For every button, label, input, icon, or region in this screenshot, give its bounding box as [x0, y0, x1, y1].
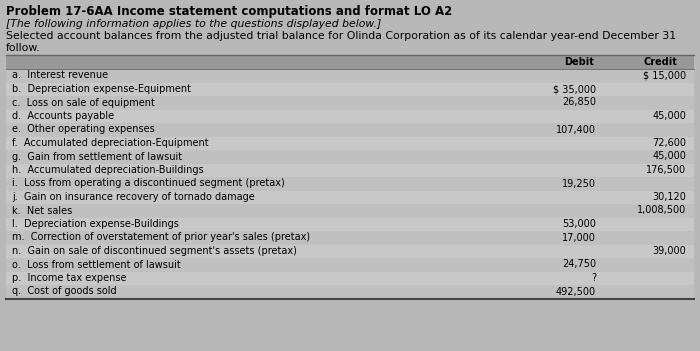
Text: 107,400: 107,400 — [556, 125, 596, 134]
Text: h.  Accumulated depreciation-Buildings: h. Accumulated depreciation-Buildings — [12, 165, 204, 175]
FancyBboxPatch shape — [6, 150, 694, 164]
Text: 26,850: 26,850 — [562, 98, 596, 107]
Text: l.  Depreciation expense-Buildings: l. Depreciation expense-Buildings — [12, 219, 179, 229]
Text: p.  Income tax expense: p. Income tax expense — [12, 273, 127, 283]
FancyBboxPatch shape — [6, 231, 694, 245]
Text: o.  Loss from settlement of lawsuit: o. Loss from settlement of lawsuit — [12, 259, 181, 270]
Text: 19,250: 19,250 — [562, 179, 596, 188]
Text: ?: ? — [591, 273, 596, 283]
Text: 53,000: 53,000 — [562, 219, 596, 229]
Text: $ 35,000: $ 35,000 — [553, 84, 596, 94]
FancyBboxPatch shape — [6, 164, 694, 177]
Text: 176,500: 176,500 — [646, 165, 686, 175]
Text: i.  Loss from operating a discontinued segment (pretax): i. Loss from operating a discontinued se… — [12, 179, 285, 188]
Text: f.  Accumulated depreciation-Equipment: f. Accumulated depreciation-Equipment — [12, 138, 209, 148]
FancyBboxPatch shape — [6, 285, 694, 298]
Text: 1,008,500: 1,008,500 — [637, 205, 686, 216]
Text: $ 15,000: $ 15,000 — [643, 71, 686, 80]
Text: Problem 17-6AA Income statement computations and format LO A2: Problem 17-6AA Income statement computat… — [6, 5, 452, 18]
Text: 17,000: 17,000 — [562, 232, 596, 243]
FancyBboxPatch shape — [6, 123, 694, 137]
Text: [The following information applies to the questions displayed below.]: [The following information applies to th… — [6, 19, 382, 29]
Text: 492,500: 492,500 — [556, 286, 596, 297]
Text: Debit: Debit — [564, 57, 594, 67]
Text: 45,000: 45,000 — [652, 152, 686, 161]
FancyBboxPatch shape — [6, 218, 694, 231]
Text: 45,000: 45,000 — [652, 111, 686, 121]
FancyBboxPatch shape — [6, 258, 694, 272]
FancyBboxPatch shape — [6, 245, 694, 258]
Text: follow.: follow. — [6, 43, 41, 53]
Text: k.  Net sales: k. Net sales — [12, 205, 72, 216]
FancyBboxPatch shape — [6, 272, 694, 285]
Text: e.  Other operating expenses: e. Other operating expenses — [12, 125, 155, 134]
Text: m.  Correction of overstatement of prior year's sales (pretax): m. Correction of overstatement of prior … — [12, 232, 310, 243]
FancyBboxPatch shape — [6, 82, 694, 96]
FancyBboxPatch shape — [6, 55, 694, 298]
FancyBboxPatch shape — [6, 137, 694, 150]
Text: g.  Gain from settlement of lawsuit: g. Gain from settlement of lawsuit — [12, 152, 182, 161]
Text: q.  Cost of goods sold: q. Cost of goods sold — [12, 286, 117, 297]
Text: 30,120: 30,120 — [652, 192, 686, 202]
Text: c.  Loss on sale of equipment: c. Loss on sale of equipment — [12, 98, 155, 107]
Text: j.  Gain on insurance recovery of tornado damage: j. Gain on insurance recovery of tornado… — [12, 192, 255, 202]
FancyBboxPatch shape — [6, 55, 694, 69]
Text: a.  Interest revenue: a. Interest revenue — [12, 71, 108, 80]
Text: Selected account balances from the adjusted trial balance for Olinda Corporation: Selected account balances from the adjus… — [6, 31, 676, 41]
FancyBboxPatch shape — [6, 177, 694, 191]
Text: 72,600: 72,600 — [652, 138, 686, 148]
FancyBboxPatch shape — [6, 204, 694, 218]
Text: b.  Depreciation expense-Equipment: b. Depreciation expense-Equipment — [12, 84, 191, 94]
Text: d.  Accounts payable: d. Accounts payable — [12, 111, 114, 121]
Text: n.  Gain on sale of discontinued segment's assets (pretax): n. Gain on sale of discontinued segment'… — [12, 246, 297, 256]
Text: Credit: Credit — [643, 57, 677, 67]
FancyBboxPatch shape — [6, 96, 694, 110]
FancyBboxPatch shape — [6, 191, 694, 204]
FancyBboxPatch shape — [6, 69, 694, 82]
Text: 39,000: 39,000 — [652, 246, 686, 256]
Text: 24,750: 24,750 — [562, 259, 596, 270]
FancyBboxPatch shape — [6, 110, 694, 123]
